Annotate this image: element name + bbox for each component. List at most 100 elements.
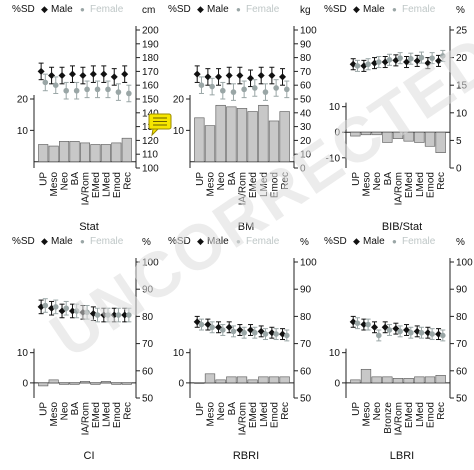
right-tick-label: 160 [142,81,159,92]
male-point [110,73,118,81]
left-tick-label: 10 [329,348,341,359]
sd-bar [350,131,361,137]
sd-bar [38,382,49,387]
right-tick-label: 60 [456,366,468,377]
category-label: LMed [101,402,112,427]
category-label: IA/Rom [238,402,249,435]
male-point [257,72,265,80]
right-tick-label: 90 [300,285,312,296]
category-label: LMed [415,402,426,427]
note-icon[interactable] [148,113,172,137]
category-label: Neo [216,402,227,421]
left-tick-label: 0 [178,378,184,389]
male-point [424,59,432,67]
female-point [63,305,69,312]
legend-sd-label: %SD [12,236,35,247]
sd-bar [392,131,404,139]
left-tick-label: 20 [173,95,185,106]
category-label: LMed [259,402,270,427]
female-point [418,54,425,61]
category-label: EMed [248,172,259,198]
category-label: IA/Rom [394,402,405,435]
category-label: Rec [436,402,447,420]
category-label: IA/Rom [238,172,249,205]
sd-bar [435,375,446,384]
male-point [193,70,201,78]
male-point [37,67,45,75]
male-point [435,57,443,65]
category-label: Emod [426,172,437,198]
category-label: Rec [280,172,291,190]
sd-bar [100,144,111,163]
sd-bar [79,381,91,384]
male-point [48,72,56,80]
category-label: Rec [280,402,291,420]
sd-bar [215,104,226,163]
sd-bar [59,141,70,163]
category-label: Bronze [383,402,394,434]
category-label: EMed [404,172,415,198]
female-point [429,331,435,337]
right-tick-label: 200 [142,26,159,37]
sd-bar [424,376,436,384]
category-label: Meso [206,402,217,427]
sd-bar [414,131,425,143]
sd-bar [48,379,59,384]
female-point [284,86,290,93]
male-point [110,311,118,319]
left-tick-label: 10 [173,126,185,137]
right-axis-unit: % [300,237,309,248]
chart-panel-lbri: %SD ◆ Male ● Female % 50 60 70 80 90 100 0 10 UP Meso Ne… [324,236,473,462]
right-tick-label: 15 [456,81,468,92]
female-point [386,57,393,63]
female-point [105,86,111,93]
right-tick-label: 90 [300,39,312,50]
female-point [241,86,247,93]
sd-bar [121,137,132,163]
male-point [204,73,212,81]
panel-title: Stat [79,221,99,233]
right-tick-label: 20 [300,136,312,147]
right-tick-label: 5 [456,136,462,147]
legend-female-marker: ● [80,5,85,14]
legend-sd-label: %SD [168,4,191,15]
female-point [126,312,132,318]
right-tick-label: 10 [300,150,312,161]
female-point [94,312,101,318]
legend-male-label: Male [207,236,229,247]
chart-panel-bib-stat: %SD ◆ Male ● Female % 0 5 10 15 20 25 -10 0 10 UP Meso Ne… [324,4,468,233]
right-axis-unit: % [456,5,465,16]
left-tick-label: 20 [17,95,29,106]
female-point [365,61,371,68]
male-point [58,307,66,315]
right-tick-label: 40 [300,108,312,119]
male-point [58,72,66,80]
male-point [371,323,379,331]
female-point [105,312,111,318]
male-point [68,307,76,315]
right-tick-label: 150 [142,95,159,106]
right-tick-label: 10 [456,108,468,119]
female-point [397,328,403,335]
sd-bar [247,111,258,163]
right-tick-label: 50 [456,394,468,405]
female-point [73,308,80,314]
legend-female-marker: ● [392,237,397,246]
left-tick-label: -10 [326,153,341,164]
female-point [408,329,414,336]
right-tick-label: 180 [142,53,159,64]
chart-panel-rbri: %SD ◆ Male ● Female % 50 60 70 80 90 100 0 10 UP Meso Ne… [168,236,317,462]
category-label: BA [383,172,394,186]
category-label: Rec [436,172,447,190]
category-label: Neo [372,402,383,421]
sd-bar [194,382,205,384]
right-tick-label: 110 [142,150,158,161]
right-tick-label: 20 [456,53,468,64]
female-point [429,55,435,61]
category-label: UP [351,402,362,416]
category-label: EMed [248,402,259,428]
right-tick-label: 80 [300,312,312,323]
sd-bar [204,125,216,163]
male-point [100,311,108,319]
legend-sd-label: %SD [324,236,347,247]
